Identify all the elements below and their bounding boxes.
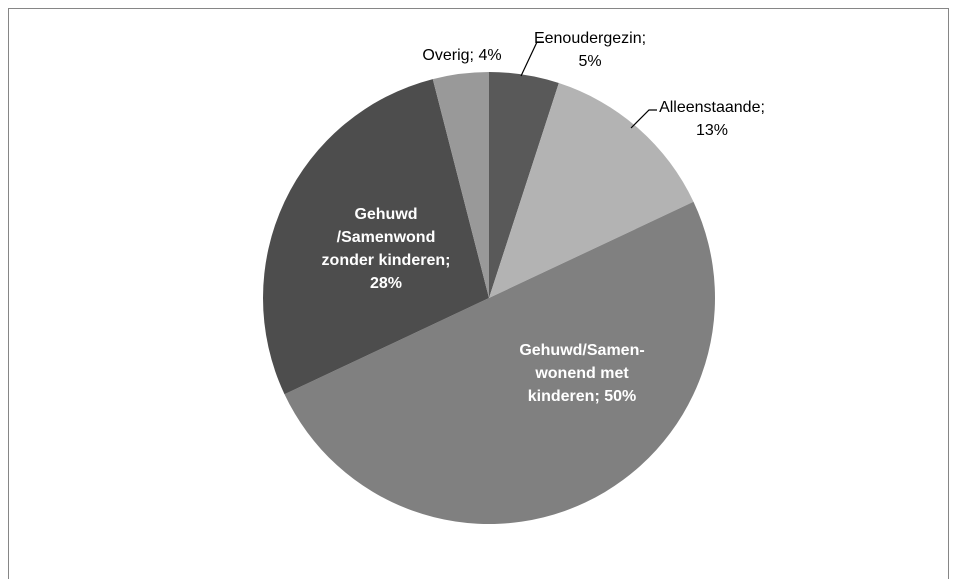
data-label: Gehuwd/Samen-wonend met kinderen; 50% [519,342,645,405]
data-label: Gehuwd /Samenwond zonder kinderen; 28% [321,206,451,292]
data-label: Eenoudergezin; 5% [533,30,647,70]
pie-slice [284,201,715,525]
pie-slice [432,72,489,298]
data-label: Overig; 4% [422,47,502,64]
pie-slice [489,83,694,299]
leader-line [520,41,544,77]
leader-line [630,109,657,129]
pie-slice [489,72,559,298]
pie-slice [263,79,489,395]
data-label: Alleenstaande; 13% [659,99,765,139]
